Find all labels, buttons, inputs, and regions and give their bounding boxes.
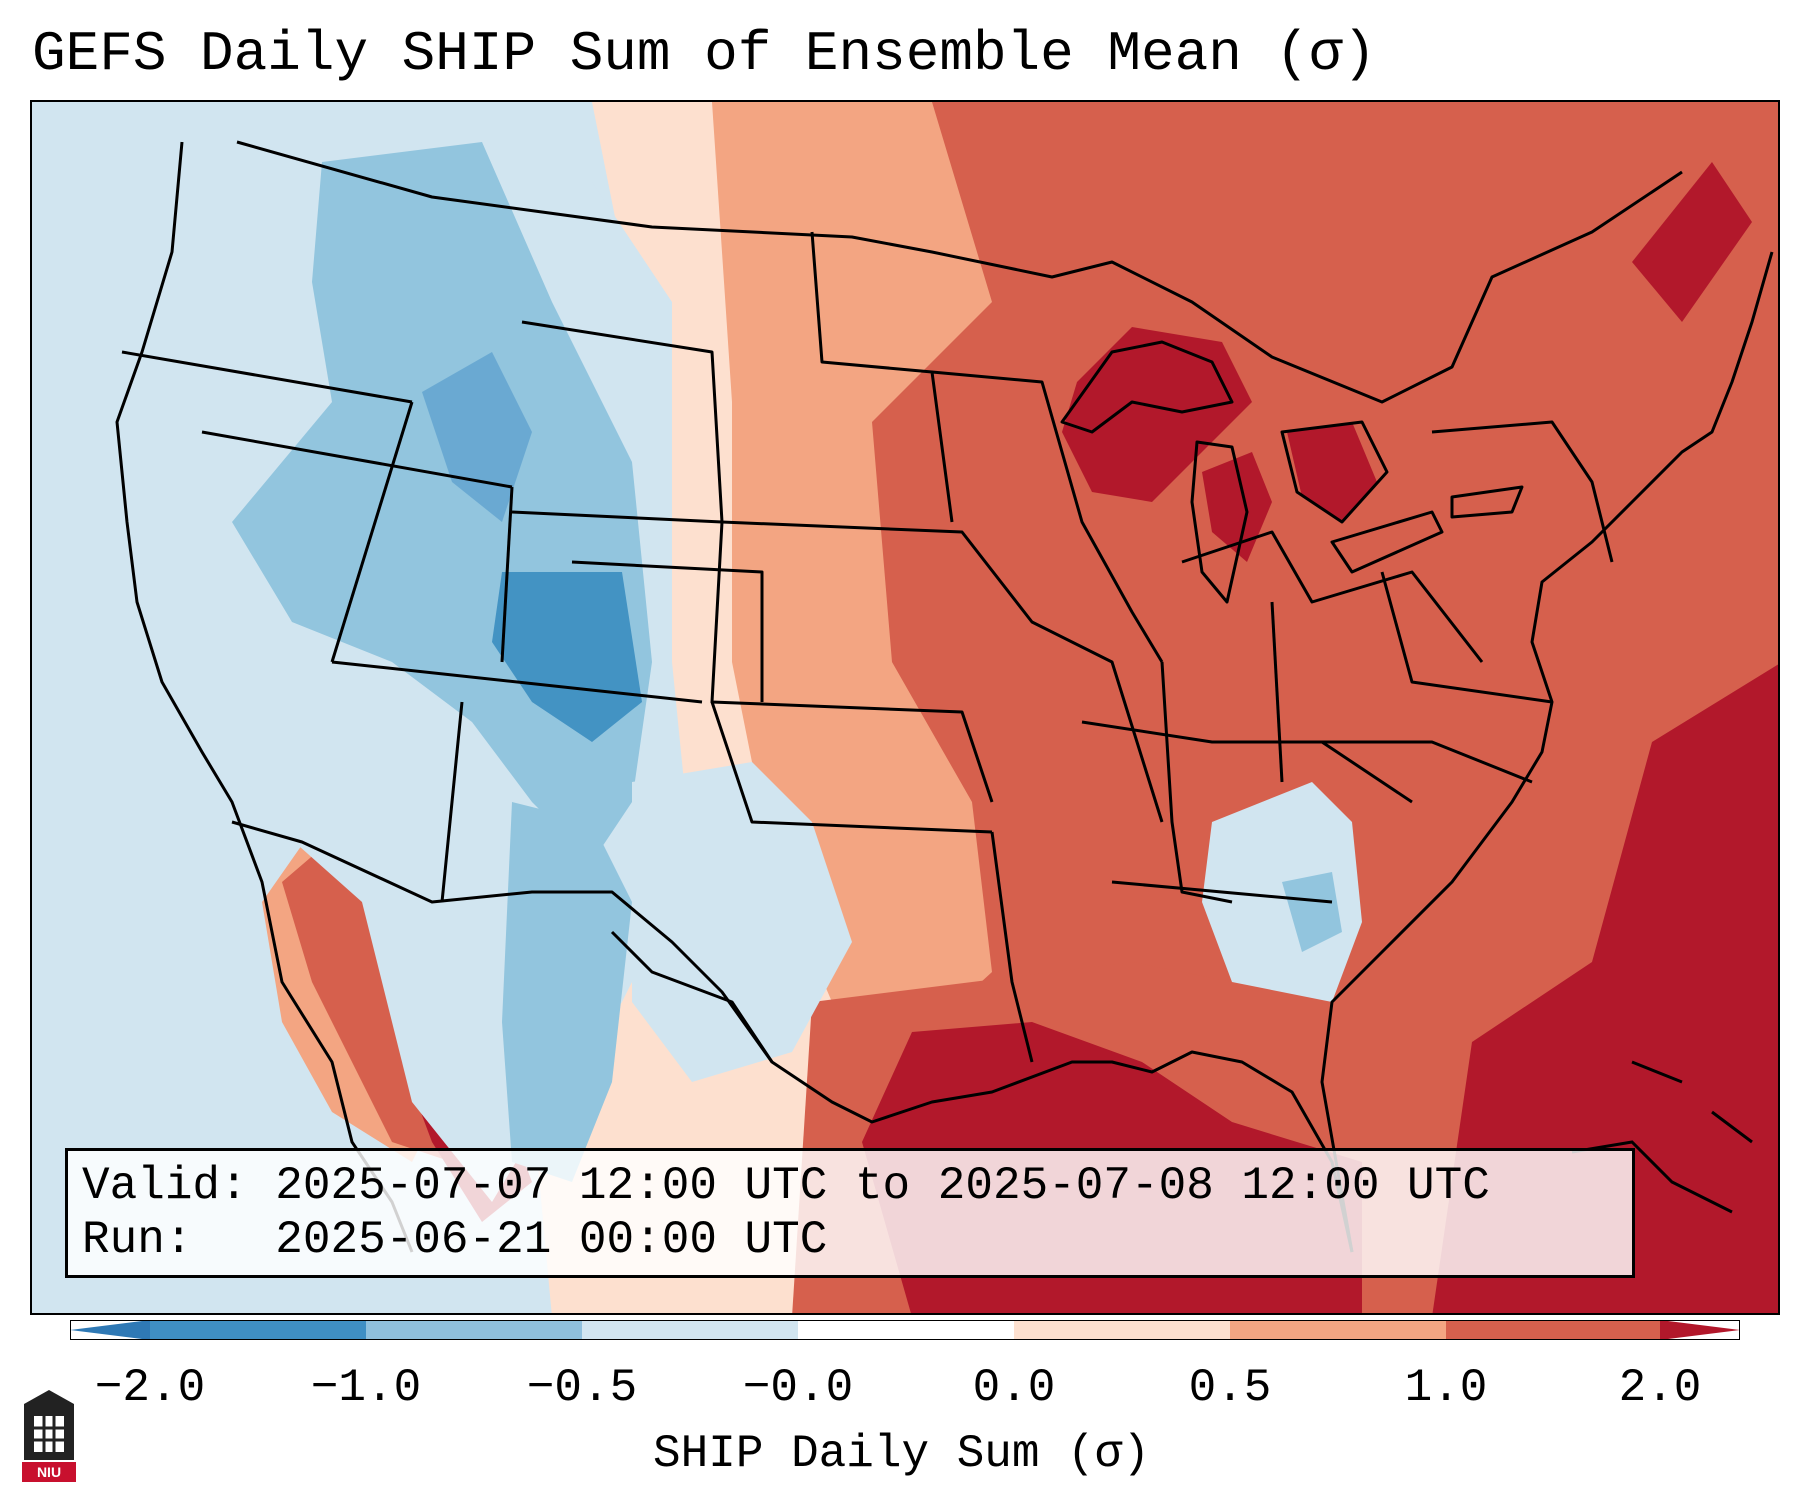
- lake-ontario: [1450, 485, 1524, 519]
- coast-atlantic: [1320, 251, 1774, 1253]
- state-line-21: [1431, 420, 1614, 563]
- state-line-3: [330, 401, 414, 663]
- state-line-13: [931, 370, 1164, 663]
- colorbar-segment-6: [1230, 1320, 1446, 1340]
- colorbar-segment-1: [150, 1320, 366, 1340]
- border-us-mexico: [231, 820, 774, 1063]
- colorbar-tick: −0.0: [742, 1362, 854, 1414]
- colorbar-extend-right: [1660, 1320, 1740, 1340]
- logo-window: [34, 1416, 64, 1452]
- field-strong-negative-idaho: [422, 352, 532, 522]
- state-line-7: [571, 560, 764, 702]
- valid-value: 2025-07-07 12:00 UTC to 2025-07-08 12:00…: [275, 1160, 1490, 1212]
- run-value: 2025-06-21 00:00 UTC: [275, 1214, 828, 1266]
- field-extreme-positive-northeast: [1632, 162, 1752, 322]
- colorbar-segment-2: [366, 1320, 582, 1340]
- island-bahamas: [1631, 1060, 1753, 1144]
- colorbar-segment-5: [1014, 1320, 1230, 1340]
- colorbar-segment-4: [798, 1320, 1014, 1340]
- field-negative-southeast: [1202, 782, 1362, 1002]
- state-line-16: [1160, 661, 1233, 904]
- island-cuba: [1571, 1140, 1733, 1214]
- state-line-19: [1270, 601, 1284, 783]
- colorbar: [70, 1320, 1740, 1340]
- colorbar-segment-7: [1446, 1320, 1660, 1340]
- state-line-18: [1181, 530, 1484, 663]
- field-negative-southwest: [502, 802, 632, 1182]
- colorbar-tick: −1.0: [310, 1362, 422, 1414]
- lake-superior: [1060, 340, 1234, 434]
- state-line-17: [1111, 880, 1333, 904]
- colorbar-tick: 0.5: [1188, 1362, 1272, 1414]
- state-line-20: [1380, 571, 1553, 704]
- state-line-22: [1322, 740, 1533, 784]
- valid-label: Valid:: [82, 1160, 248, 1212]
- colorbar-segment-3: [582, 1320, 798, 1340]
- border-us-canada: [236, 140, 1683, 404]
- state-line-10: [440, 701, 464, 903]
- field-negative-texas: [632, 762, 852, 1082]
- coast-pacific: [115, 141, 414, 1253]
- field-negative-georgia: [1282, 872, 1342, 952]
- colorbar-tick: 0.0: [972, 1362, 1056, 1414]
- colorbar-tick: 2.0: [1618, 1362, 1702, 1414]
- state-line-15: [1081, 720, 1413, 804]
- state-line-8: [710, 521, 994, 803]
- field-strong-negative-colorado: [492, 572, 642, 742]
- valid-run-info-box: Valid: 2025-07-07 12:00 UTC to 2025-07-0…: [65, 1148, 1635, 1278]
- lake-michigan: [1190, 440, 1249, 604]
- map-panel: [30, 100, 1780, 1315]
- logo-roof: [24, 1390, 74, 1404]
- field-extreme-positive-michigan: [1202, 452, 1272, 562]
- run-label: Run:: [82, 1214, 193, 1266]
- colorbar-tick: −2.0: [94, 1362, 206, 1414]
- logo-text: NIU: [37, 1464, 61, 1480]
- state-line-12: [810, 231, 954, 523]
- state-line-6: [511, 320, 724, 524]
- borders: [115, 140, 1774, 1253]
- state-line-14: [990, 831, 1034, 1063]
- colorbar-extend-left: [70, 1320, 150, 1340]
- state-line-9: [710, 701, 993, 834]
- map-title: GEFS Daily SHIP Sum of Ensemble Mean (σ): [32, 22, 1377, 86]
- map-canvas: [32, 102, 1778, 1313]
- state-line-4: [331, 660, 703, 704]
- state-line-1: [121, 350, 413, 404]
- niu-logo-icon: NIU: [22, 1390, 76, 1482]
- colorbar-label: SHIP Daily Sum (σ): [653, 1428, 1150, 1480]
- state-line-11: [721, 520, 1164, 823]
- state-line-2: [201, 430, 513, 489]
- state-line-5: [500, 486, 514, 663]
- lake-huron: [1280, 420, 1389, 524]
- field-extreme-positive-huron: [1287, 422, 1377, 522]
- colorbar-tick: −0.5: [526, 1362, 638, 1414]
- colorbar-tick: 1.0: [1404, 1362, 1488, 1414]
- lake-erie: [1330, 510, 1444, 574]
- logo-banner: [22, 1462, 76, 1482]
- field-extreme-positive-lakes: [1062, 327, 1252, 502]
- caribbean-islands: [1571, 1060, 1753, 1214]
